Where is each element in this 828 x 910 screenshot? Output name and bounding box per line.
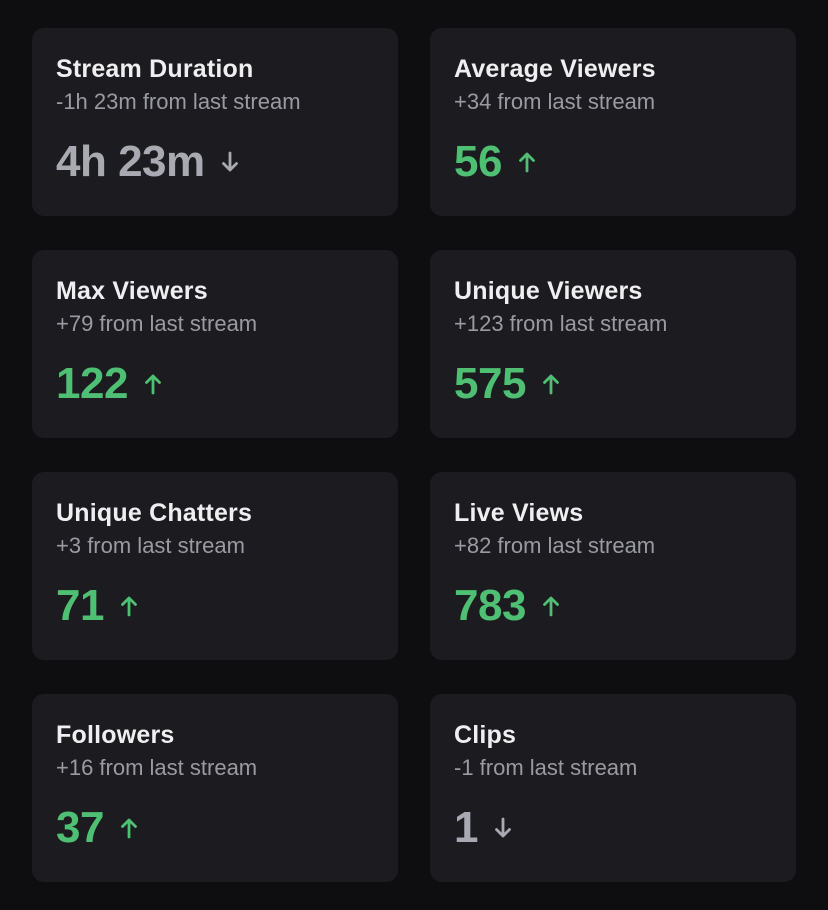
stat-value: 56 [454, 137, 502, 186]
arrow-up-icon [540, 594, 562, 618]
arrow-down-icon [219, 150, 241, 174]
arrow-up-icon [142, 372, 164, 396]
stat-value: 575 [454, 359, 526, 408]
stat-title: Live Views [454, 499, 584, 527]
stat-comparison: +3 from last stream [56, 533, 245, 558]
stat-card-clips: Clips -1 from last stream 1 [430, 694, 796, 882]
stat-comparison: +16 from last stream [56, 755, 258, 780]
stat-value: 37 [56, 803, 104, 852]
stat-value: 4h 23m [56, 137, 205, 186]
stat-title: Stream Duration [56, 55, 254, 83]
stat-comparison: +34 from last stream [454, 89, 656, 114]
stat-card-stream-duration: Stream Duration -1h 23m from last stream… [32, 28, 398, 216]
arrow-up-icon [118, 594, 140, 618]
stat-title: Followers [56, 721, 175, 749]
stat-title: Unique Viewers [454, 277, 643, 305]
stat-comparison: +79 from last stream [56, 311, 258, 336]
arrow-up-icon [118, 816, 140, 840]
stat-comparison: -1h 23m from last stream [56, 89, 301, 114]
stat-comparison: +123 from last stream [454, 311, 668, 336]
stat-title: Average Viewers [454, 55, 656, 83]
stat-card-unique-viewers: Unique Viewers +123 from last stream 575 [430, 250, 796, 438]
arrow-down-icon [492, 816, 514, 840]
stat-comparison: -1 from last stream [454, 755, 638, 780]
stat-value: 1 [454, 803, 478, 852]
arrow-up-icon [516, 150, 538, 174]
stat-card-live-views: Live Views +82 from last stream 783 [430, 472, 796, 660]
stat-value: 122 [56, 359, 128, 408]
stat-card-average-viewers: Average Viewers +34 from last stream 56 [430, 28, 796, 216]
stat-title: Max Viewers [56, 277, 208, 305]
stat-card-max-viewers: Max Viewers +79 from last stream 122 [32, 250, 398, 438]
stat-value: 71 [56, 581, 104, 630]
arrow-up-icon [540, 372, 562, 396]
stat-value: 783 [454, 581, 526, 630]
stat-card-unique-chatters: Unique Chatters +3 from last stream 71 [32, 472, 398, 660]
stat-title: Unique Chatters [56, 499, 253, 527]
stat-card-followers: Followers +16 from last stream 37 [32, 694, 398, 882]
stat-title: Clips [454, 721, 517, 749]
stat-comparison: +82 from last stream [454, 533, 656, 558]
